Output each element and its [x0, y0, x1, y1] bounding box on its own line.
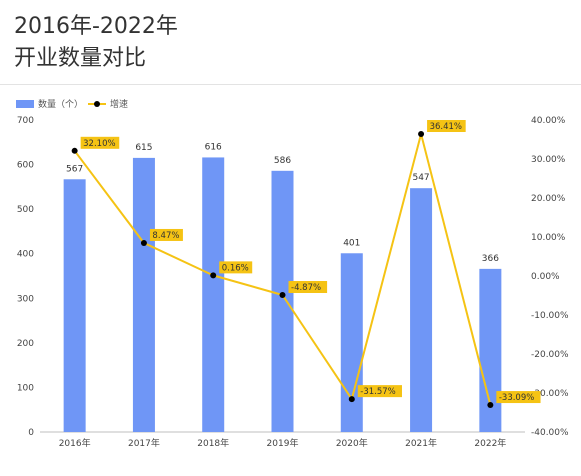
growth-label-box	[496, 391, 541, 404]
y-right-tick-label: 10.00%	[531, 233, 566, 243]
y-left-tick-label: 0	[28, 428, 34, 438]
legend-label-bar: 数量（个）	[38, 98, 83, 110]
growth-point	[140, 239, 147, 246]
y-left-tick-label: 200	[17, 339, 34, 349]
y-right-tick-label: -20.00%	[531, 350, 569, 360]
legend-swatch-bar	[16, 100, 34, 108]
bar-series	[63, 157, 502, 432]
bar-value-label: 615	[135, 143, 152, 153]
chart-subtitle: 开业数量对比	[14, 46, 147, 71]
axes: 0 100 200 300 400 500 600 700 -40.00% -30.00% -20.…	[17, 116, 569, 449]
growth-label-box	[80, 136, 120, 149]
growth-value-label: -4.87%	[291, 283, 321, 293]
bar	[63, 179, 86, 432]
legend: 数量（个） 增速	[16, 98, 128, 110]
header-divider	[0, 84, 581, 85]
growth-point	[279, 291, 286, 298]
growth-label-box	[357, 385, 402, 398]
growth-value-label: -31.57%	[360, 387, 395, 397]
bar-value-label: 586	[274, 156, 291, 166]
y-left-tick-label: 600	[17, 161, 34, 171]
growth-point	[487, 402, 494, 409]
x-tick-label: 2017年	[128, 437, 160, 449]
y-right-tick-label: -10.00%	[531, 311, 569, 321]
data-labels: 567 615 616 586 401 547 366 32.10% 8.47% 0.16% -4.…	[66, 120, 541, 404]
bar	[479, 268, 502, 432]
growth-label-box	[219, 261, 253, 274]
y-left-tick-label: 100	[17, 383, 34, 393]
bar-value-label: 567	[66, 164, 83, 174]
growth-label-box	[149, 228, 183, 241]
x-tick-label: 2021年	[405, 437, 437, 449]
bar-value-label: 616	[205, 142, 222, 152]
line-series	[71, 131, 494, 409]
x-tick-label: 2022年	[474, 437, 506, 449]
y-left-tick-label: 300	[17, 294, 34, 304]
x-tick-label: 2020年	[336, 437, 368, 449]
growth-point	[418, 131, 425, 138]
growth-point	[71, 147, 78, 154]
bar-value-label: 547	[412, 173, 429, 183]
bar	[132, 157, 155, 432]
x-tick-label: 2019年	[267, 437, 299, 449]
y-right-tick-label: 20.00%	[531, 194, 566, 204]
bar	[410, 188, 433, 432]
y-left-tick-label: 400	[17, 250, 34, 260]
growth-value-label: 32.10%	[83, 139, 115, 149]
growth-label-box	[288, 280, 328, 293]
growth-point	[210, 272, 217, 279]
growth-label-box	[427, 120, 466, 133]
growth-point	[348, 396, 355, 403]
growth-value-label: -33.09%	[499, 393, 534, 403]
legend-label-line: 增速	[110, 98, 128, 110]
x-tick-label: 2016年	[59, 437, 91, 449]
y-left-tick-label: 500	[17, 205, 34, 215]
bar	[271, 170, 294, 432]
y-right-tick-label: -30.00%	[531, 389, 569, 399]
y-left-tick-label: 700	[17, 116, 34, 126]
x-tick-label: 2018年	[197, 437, 229, 449]
bar	[340, 253, 363, 432]
bar-value-label: 401	[343, 238, 360, 248]
y-right-tick-label: -40.00%	[531, 428, 569, 438]
y-right-tick-label: 30.00%	[531, 155, 566, 165]
y-right-tick-label: 0.00%	[531, 272, 560, 282]
growth-value-label: 8.47%	[152, 231, 179, 241]
bar	[202, 157, 225, 432]
bar-value-label: 366	[482, 254, 499, 264]
chart-title: 2016年-2022年	[14, 14, 178, 39]
growth-value-label: 0.16%	[222, 263, 249, 273]
growth-value-label: 36.41%	[430, 122, 462, 132]
legend-marker-line	[94, 101, 100, 107]
y-right-tick-label: 40.00%	[531, 116, 566, 126]
